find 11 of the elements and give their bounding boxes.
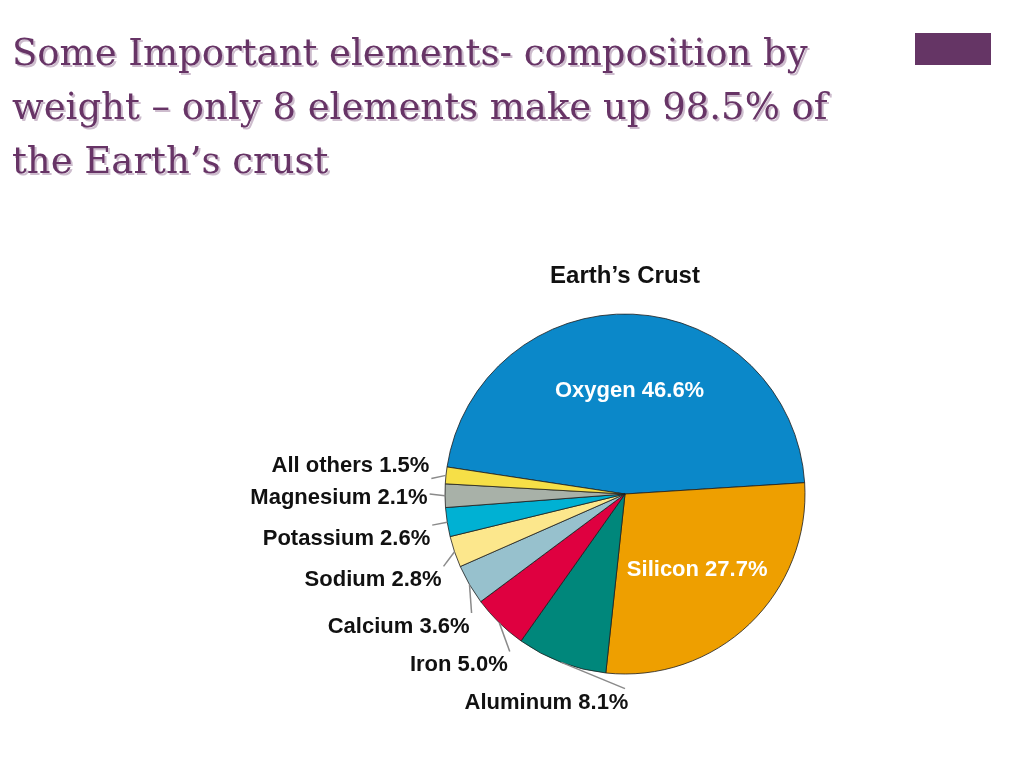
slice-label: Aluminum 8.1% bbox=[464, 688, 629, 714]
slice-label: All others 1.5% bbox=[271, 452, 430, 478]
slice-label: Silicon 27.7% bbox=[626, 556, 768, 582]
slice-label: Iron 5.0% bbox=[409, 651, 508, 677]
slice-label: Magnesium 2.1% bbox=[250, 483, 428, 509]
slice-label: Sodium 2.8% bbox=[304, 566, 442, 592]
chart-title: Some Important elements- composition by weight – only 8 elements make up 98.5% of the Earth’s crust bbox=[12, 30, 831, 184]
slice-label: Potassium 2.6% bbox=[262, 525, 431, 551]
slice-label: Calcium 3.6% bbox=[327, 612, 470, 638]
chart-subtitle: Earth’s Crust bbox=[550, 261, 700, 288]
slice-label: Oxygen 46.6% bbox=[555, 376, 705, 402]
